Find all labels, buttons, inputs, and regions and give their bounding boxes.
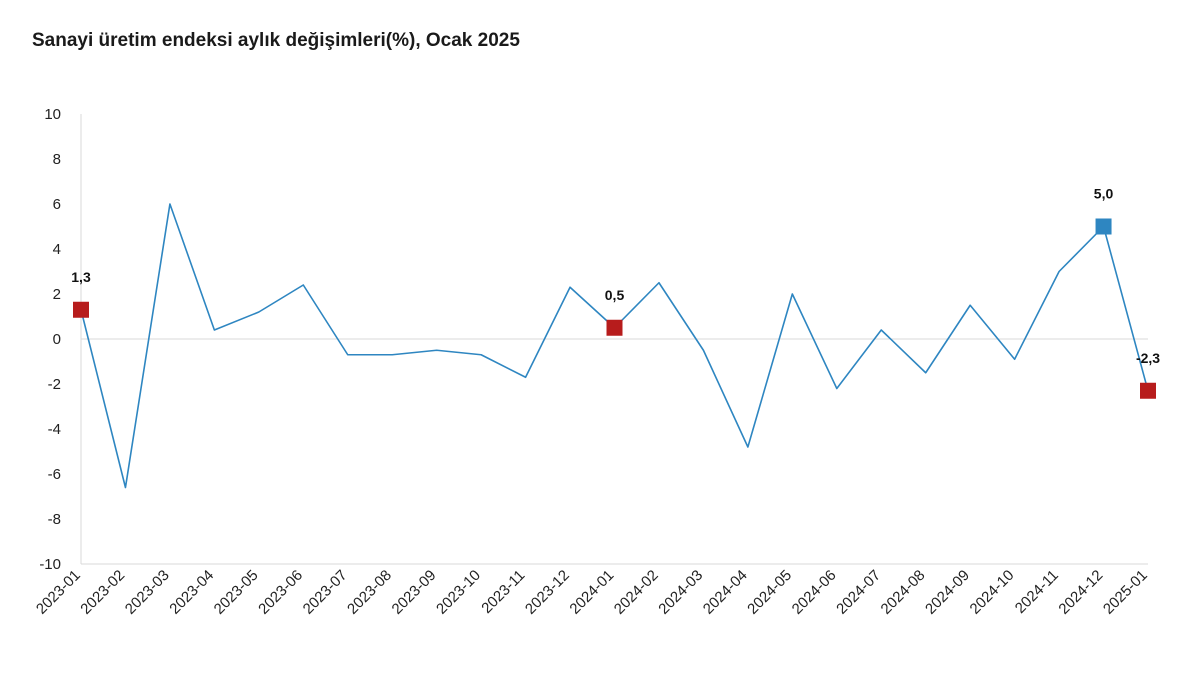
data-label: 1,3 xyxy=(71,269,91,285)
data-label: -2,3 xyxy=(1136,350,1160,366)
y-tick-label: 4 xyxy=(53,241,61,258)
x-tick-label: 2023-06 xyxy=(255,567,306,618)
y-axis-ticks: 10 8 6 4 2 0 -2 -4 -6 -8 -10 xyxy=(39,106,61,573)
highlight-markers: 1,3 0,5 5,0 -2,3 xyxy=(71,186,1160,399)
highlight-marker xyxy=(1140,382,1156,399)
x-tick-label: 2023-07 xyxy=(300,567,351,618)
x-tick-label: 2023-12 xyxy=(522,567,573,618)
x-tick-label: 2024-11 xyxy=(1012,567,1062,617)
y-tick-label: 10 xyxy=(44,106,61,123)
chart-axes xyxy=(80,114,1148,565)
x-tick-label: 2023-03 xyxy=(122,567,173,618)
x-tick-label: 2023-02 xyxy=(77,567,128,618)
x-tick-label: 2023-08 xyxy=(344,567,395,618)
x-tick-label: 2023-10 xyxy=(433,567,484,618)
y-tick-label: -6 xyxy=(48,466,61,483)
x-tick-label: 2023-09 xyxy=(389,567,440,618)
x-tick-label: 2023-01 xyxy=(33,567,84,618)
highlight-marker xyxy=(1095,218,1112,235)
x-tick-label: 2023-05 xyxy=(211,567,262,618)
x-tick-label: 2024-04 xyxy=(700,567,751,618)
x-axis-ticks: 2023-012023-022023-032023-042023-052023-… xyxy=(33,567,1151,618)
y-tick-label: -2 xyxy=(48,376,61,393)
y-tick-label: -4 xyxy=(48,421,61,438)
series-line xyxy=(80,203,1149,489)
x-tick-label: 2024-09 xyxy=(922,567,973,618)
y-tick-label: 8 xyxy=(53,151,61,168)
data-label: 0,5 xyxy=(605,287,625,303)
x-tick-label: 2023-04 xyxy=(166,567,217,618)
highlight-marker xyxy=(73,301,89,318)
highlight-marker xyxy=(606,319,623,336)
x-tick-label: 2024-03 xyxy=(655,567,706,618)
x-tick-label: 2024-01 xyxy=(566,567,617,618)
chart-title: Sanayi üretim endeksi aylık değişimleri(… xyxy=(32,30,520,51)
x-tick-label: 2024-02 xyxy=(611,567,662,618)
x-tick-label: 2024-07 xyxy=(833,567,884,618)
series-layer xyxy=(80,203,1149,489)
y-tick-label: 6 xyxy=(53,196,61,213)
x-tick-label: 2024-12 xyxy=(1055,567,1106,618)
y-tick-label: 2 xyxy=(53,286,61,303)
x-tick-label: 2025-01 xyxy=(1100,567,1151,618)
x-tick-label: 2024-08 xyxy=(878,567,929,618)
y-tick-label: -8 xyxy=(48,511,61,528)
x-tick-label: 2024-06 xyxy=(789,567,840,618)
x-tick-label: 2024-05 xyxy=(744,567,795,618)
x-tick-label: 2024-10 xyxy=(966,567,1017,618)
y-tick-label: 0 xyxy=(53,331,61,348)
x-tick-label: 2023-11 xyxy=(478,567,528,617)
data-label: 5,0 xyxy=(1094,186,1114,202)
y-tick-label: -10 xyxy=(39,556,61,573)
